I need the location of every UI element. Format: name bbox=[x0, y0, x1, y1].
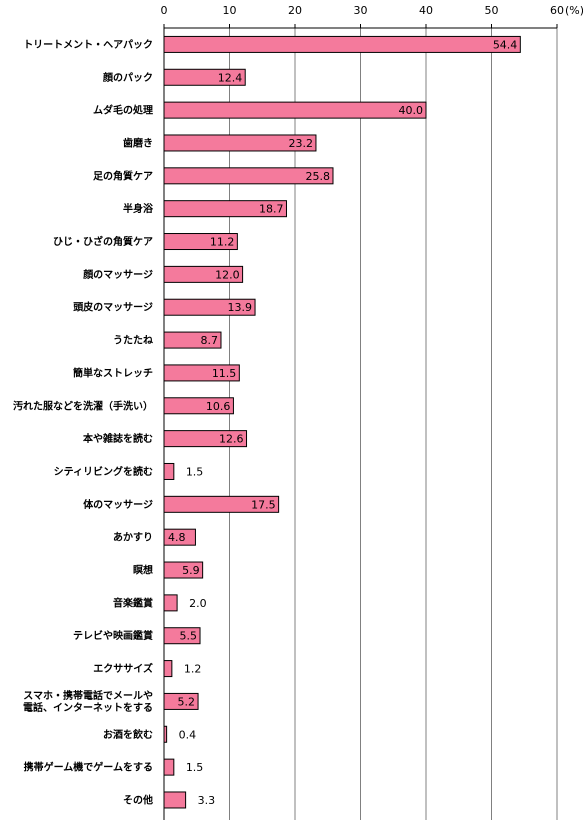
x-tick-label: 10 bbox=[223, 4, 237, 17]
value-label: 5.5 bbox=[180, 630, 198, 643]
bars bbox=[163, 35, 521, 809]
category-label: 歯磨き bbox=[123, 136, 153, 149]
category-label: 電話、インターネットをする bbox=[23, 701, 153, 714]
value-label: 12.4 bbox=[218, 71, 243, 84]
value-label: 1.5 bbox=[186, 465, 204, 478]
x-tick-label: 20 bbox=[288, 4, 302, 17]
value-label: 10.6 bbox=[206, 400, 231, 413]
category-label: シティリビングを読む bbox=[54, 465, 153, 478]
value-label: 1.5 bbox=[186, 761, 204, 774]
value-label: 3.3 bbox=[198, 794, 216, 807]
grid bbox=[229, 28, 558, 820]
value-label: 2.0 bbox=[189, 597, 207, 610]
bar bbox=[163, 35, 521, 53]
category-label: 音楽鑑賞 bbox=[113, 596, 153, 609]
value-label: 12.6 bbox=[219, 433, 244, 446]
category-label: 簡単なストレッチ bbox=[73, 366, 153, 379]
category-label: 本や雑誌を読む bbox=[83, 432, 153, 445]
unit-label: (%) bbox=[565, 4, 583, 17]
category-label: テレビや映画鑑賞 bbox=[73, 629, 153, 642]
x-tick-label: 40 bbox=[419, 4, 433, 17]
x-axis-ticks: 0 10 20 30 40 50 60 bbox=[161, 4, 564, 29]
category-label: スマホ・携帯電話でメールや bbox=[23, 689, 153, 702]
category-label: あかすり bbox=[113, 531, 153, 544]
value-label: 8.7 bbox=[200, 334, 218, 347]
category-label: うたたね bbox=[113, 335, 153, 347]
value-label: 25.8 bbox=[305, 170, 330, 183]
category-label: その他 bbox=[123, 793, 153, 806]
x-tick-label: 50 bbox=[485, 4, 499, 17]
value-labels: 54.4 12.4 40.0 23.2 25.8 18.7 11.2 12.0 13.9 8.7 1… bbox=[168, 38, 517, 807]
x-tick-label: 30 bbox=[354, 4, 368, 17]
category-label: 瞑想 bbox=[133, 564, 153, 577]
value-label: 13.9 bbox=[228, 301, 253, 314]
category-label: 携帯ゲーム機でゲームをする bbox=[24, 761, 153, 774]
category-label: 足の角質ケア bbox=[93, 169, 153, 182]
category-label: 顔のパック bbox=[102, 71, 153, 84]
bar bbox=[163, 462, 175, 480]
category-label: 体のマッサージ bbox=[83, 498, 153, 511]
bar bbox=[163, 660, 173, 678]
value-label: 18.7 bbox=[259, 203, 284, 216]
bar bbox=[163, 791, 187, 809]
bar bbox=[163, 594, 178, 612]
category-label: ムダ毛の処理 bbox=[93, 104, 153, 117]
value-label: 5.2 bbox=[178, 695, 196, 708]
x-tick-label: 60 bbox=[550, 4, 564, 17]
value-label: 11.5 bbox=[212, 367, 237, 380]
value-label: 5.9 bbox=[182, 564, 200, 577]
value-label: 4.8 bbox=[168, 531, 186, 544]
value-label: 23.2 bbox=[288, 137, 313, 150]
value-label: 1.2 bbox=[184, 663, 202, 676]
value-label: 11.2 bbox=[210, 236, 235, 249]
bar bbox=[163, 101, 427, 119]
bar bbox=[163, 758, 175, 776]
value-label: 0.4 bbox=[179, 728, 197, 741]
category-label: 顔のマッサージ bbox=[82, 268, 153, 281]
category-label: 頭皮のマッサージ bbox=[73, 301, 153, 314]
x-tick-label: 0 bbox=[161, 4, 168, 17]
category-label: エクササイズ bbox=[93, 662, 153, 675]
category-label: 汚れた服などを洗濯（手洗い） bbox=[13, 399, 153, 412]
category-labels: トリートメント・ヘアパック顔のパックムダ毛の処理歯磨き足の角質ケア半身浴ひじ・ひ… bbox=[13, 39, 154, 807]
category-label: トリートメント・ヘアパック bbox=[23, 39, 153, 51]
value-label: 17.5 bbox=[251, 498, 276, 511]
category-label: 半身浴 bbox=[123, 202, 154, 215]
category-label: ひじ・ひざの角質ケア bbox=[53, 235, 153, 248]
value-label: 40.0 bbox=[399, 104, 424, 117]
value-label: 12.0 bbox=[215, 268, 240, 281]
category-label: お酒を飲む bbox=[103, 728, 153, 741]
value-label: 54.4 bbox=[493, 38, 518, 51]
